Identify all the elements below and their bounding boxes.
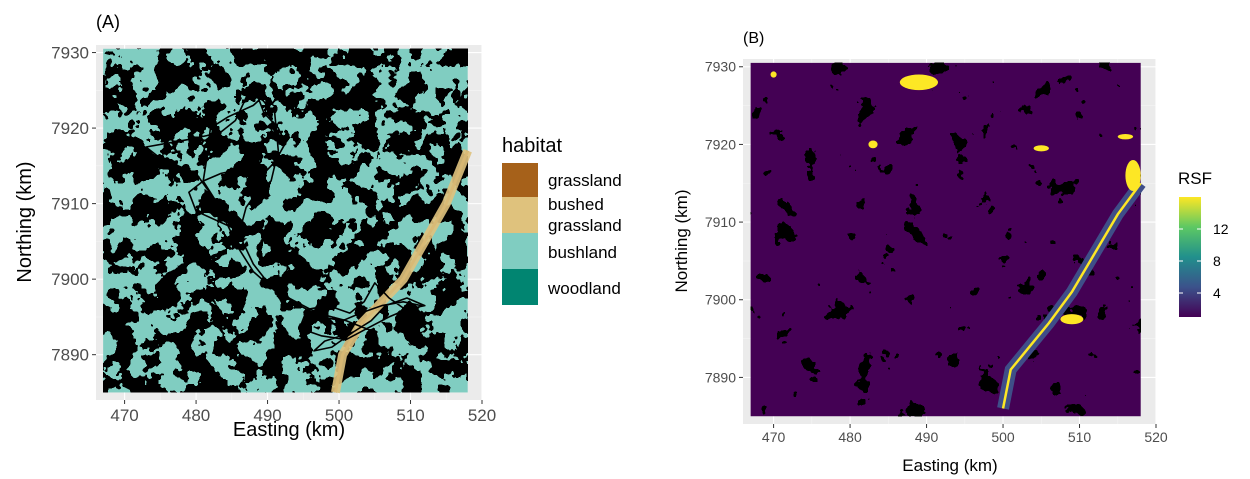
x-tick-label: 480 <box>838 429 862 445</box>
colorbar-tick-label: 8 <box>1213 253 1221 269</box>
panel-a-movement-track <box>145 89 426 352</box>
y-tick-label: 7930 <box>705 59 736 75</box>
panel-b-y-axis-label: Northing (km) <box>672 190 691 293</box>
panel-b: (B) 470 480 490 500 510 520 7890 7900 7910 7920 79… <box>672 30 1229 475</box>
legend-label-grassland: grassland <box>548 171 622 190</box>
x-tick-label: 510 <box>396 406 424 425</box>
panel-b-tag: (B) <box>743 30 764 47</box>
y-tick-label: 7910 <box>705 214 736 230</box>
high-rsf-patch <box>770 71 777 78</box>
high-rsf-patch <box>868 140 878 149</box>
legend-habitat-title: habitat <box>502 135 562 157</box>
x-tick-label: 510 <box>1068 429 1092 445</box>
y-tick-label: 7900 <box>705 292 736 308</box>
x-tick-label: 490 <box>915 429 939 445</box>
y-tick-label: 7920 <box>51 119 89 138</box>
panel-b-high-rsf-patches <box>770 71 1141 325</box>
x-tick-label: 470 <box>762 429 786 445</box>
rsf-colorbar <box>1179 197 1201 317</box>
panel-b-rsf-raster <box>750 62 1146 417</box>
colorbar-tick-label: 4 <box>1213 285 1221 301</box>
high-rsf-patch <box>1060 314 1084 325</box>
x-tick-label: 490 <box>253 406 281 425</box>
colorbar-tick-label: 12 <box>1213 221 1229 237</box>
y-tick-label: 7890 <box>51 346 89 365</box>
panel-a-legend: habitat grassland bushed grassland bushl… <box>502 135 622 305</box>
panel-a-tag: (A) <box>96 12 120 32</box>
panel-a-habitat-raster <box>103 48 472 394</box>
legend-rsf-title: RSF <box>1178 169 1212 188</box>
legend-swatch-woodland <box>502 269 538 305</box>
y-tick-label: 7930 <box>51 44 89 63</box>
y-tick-label: 7910 <box>51 195 89 214</box>
panel-b-high-rsf-corridor <box>1001 182 1142 409</box>
x-tick-label: 520 <box>1144 429 1168 445</box>
legend-swatch-bushland <box>502 233 538 269</box>
legend-label-bushed-grassland-line1: bushed <box>548 195 604 214</box>
y-tick-label: 7890 <box>705 369 736 385</box>
high-rsf-patch <box>1033 145 1049 152</box>
panel-b-legend: RSF 4 8 12 <box>1178 169 1229 317</box>
panel-b-axes: 470 480 490 500 510 520 7890 7900 7910 7920 7930 <box>705 59 1168 445</box>
legend-label-bushland: bushland <box>548 243 617 262</box>
x-tick-label: 500 <box>325 406 353 425</box>
panel-a-axes: 470 480 490 500 510 520 7890 7900 7910 7920 7930 <box>51 44 496 425</box>
high-rsf-patch <box>1117 133 1134 140</box>
legend-swatch-grassland <box>502 163 538 197</box>
high-rsf-patch <box>1125 159 1141 192</box>
x-tick-label: 480 <box>182 406 210 425</box>
y-tick-label: 7900 <box>51 270 89 289</box>
panel-a-x-axis-label: Easting (km) <box>233 419 345 441</box>
x-tick-label: 500 <box>991 429 1015 445</box>
legend-swatch-bushed-grassland <box>502 197 538 233</box>
high-rsf-patch <box>899 74 939 91</box>
x-tick-label: 470 <box>110 406 138 425</box>
panel-a-y-axis-label: Northing (km) <box>14 161 36 282</box>
panel-b-x-axis-label: Easting (km) <box>902 456 997 475</box>
panel-b-raster-mid-patches <box>750 62 1141 417</box>
x-tick-label: 520 <box>468 406 496 425</box>
panel-a: (A) 470 480 490 500 510 520 7890 7900 7910 7920 79… <box>14 12 622 441</box>
rsf-colorbar-ticks: 4 8 12 <box>1179 221 1229 301</box>
panel-a-raster-bushed-grassland-patches <box>103 48 468 393</box>
legend-label-bushed-grassland-line2: grassland <box>548 216 622 235</box>
panel-a-bushed-grassland-drainage <box>331 149 472 394</box>
legend-label-woodland: woodland <box>547 279 621 298</box>
y-tick-label: 7920 <box>705 136 736 152</box>
